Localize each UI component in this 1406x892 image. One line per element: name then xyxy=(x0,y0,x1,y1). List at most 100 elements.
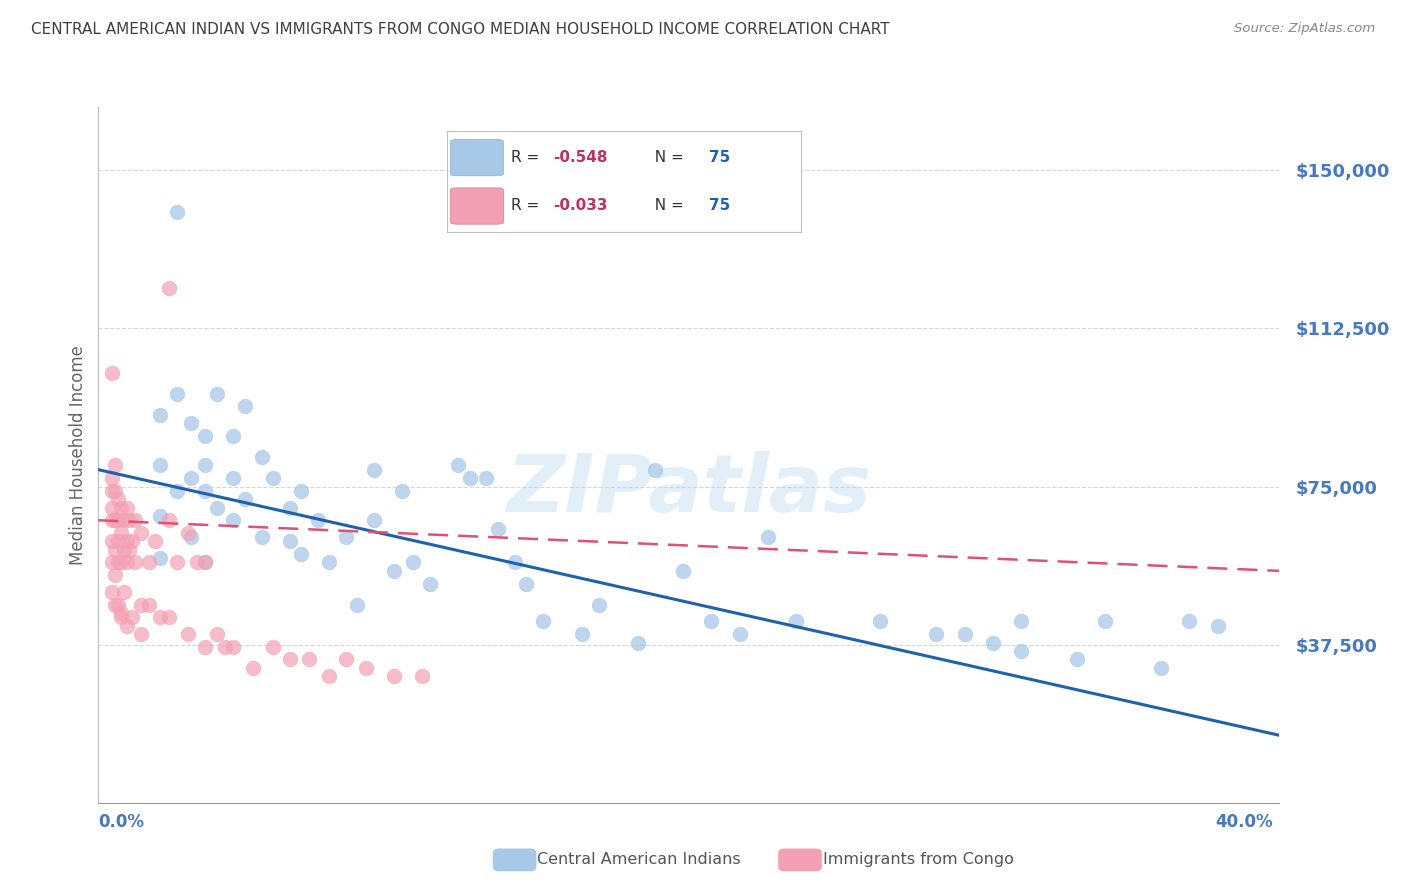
Point xyxy=(149,408,172,422)
Point xyxy=(115,534,138,549)
Point xyxy=(129,598,152,612)
Text: 0.0%: 0.0% xyxy=(98,814,145,831)
Point xyxy=(104,542,127,557)
Point xyxy=(194,429,217,443)
Point xyxy=(101,534,124,549)
Point xyxy=(250,530,273,544)
Point xyxy=(157,281,180,295)
Point xyxy=(115,618,138,632)
Point xyxy=(233,492,256,507)
Point xyxy=(110,500,132,515)
Point xyxy=(166,483,188,498)
Point xyxy=(1150,661,1173,675)
Point xyxy=(205,386,228,401)
Point xyxy=(515,576,537,591)
Point xyxy=(107,492,129,507)
Text: Immigrants from Congo: Immigrants from Congo xyxy=(823,853,1014,867)
Point xyxy=(138,598,160,612)
Point xyxy=(124,513,146,527)
Point xyxy=(101,366,124,380)
Point xyxy=(104,483,127,498)
Point xyxy=(115,500,138,515)
Point xyxy=(233,400,256,414)
Point xyxy=(110,606,132,620)
Point xyxy=(143,534,166,549)
Point xyxy=(149,458,172,473)
Point xyxy=(981,635,1004,649)
Point xyxy=(149,610,172,624)
Point xyxy=(180,471,202,485)
Point xyxy=(107,598,129,612)
Point xyxy=(925,627,948,641)
Point xyxy=(728,627,751,641)
Point xyxy=(110,556,132,570)
Point xyxy=(953,627,976,641)
Point xyxy=(214,640,236,654)
Point xyxy=(110,610,132,624)
Point xyxy=(262,640,284,654)
Point xyxy=(104,598,127,612)
Point xyxy=(180,417,202,431)
Point xyxy=(101,500,124,515)
Point xyxy=(121,534,143,549)
Point xyxy=(149,509,172,524)
Point xyxy=(1010,644,1032,658)
Text: CENTRAL AMERICAN INDIAN VS IMMIGRANTS FROM CONGO MEDIAN HOUSEHOLD INCOME CORRELA: CENTRAL AMERICAN INDIAN VS IMMIGRANTS FR… xyxy=(31,22,890,37)
Point xyxy=(157,513,180,527)
Point xyxy=(149,551,172,566)
Point xyxy=(571,627,593,641)
Point xyxy=(447,458,470,473)
Point xyxy=(194,640,217,654)
Point xyxy=(118,542,141,557)
Point xyxy=(186,556,208,570)
Point xyxy=(138,556,160,570)
Point xyxy=(363,463,385,477)
Point xyxy=(262,471,284,485)
Point xyxy=(475,471,498,485)
Point xyxy=(458,471,481,485)
Point xyxy=(419,576,441,591)
Point xyxy=(107,556,129,570)
Point xyxy=(335,652,357,666)
Point xyxy=(250,450,273,464)
Point xyxy=(104,568,127,582)
Text: ZIPatlas: ZIPatlas xyxy=(506,450,872,529)
Point xyxy=(222,513,245,527)
Point xyxy=(869,615,891,629)
Point xyxy=(129,525,152,540)
Y-axis label: Median Household Income: Median Household Income xyxy=(69,345,87,565)
Point xyxy=(205,627,228,641)
Point xyxy=(290,547,312,561)
Point xyxy=(354,661,377,675)
Point xyxy=(121,610,143,624)
Point xyxy=(318,669,340,683)
Point xyxy=(101,471,124,485)
Point xyxy=(194,556,217,570)
Point xyxy=(627,635,650,649)
Point xyxy=(194,556,217,570)
Point xyxy=(110,525,132,540)
Point xyxy=(242,661,264,675)
Point xyxy=(107,513,129,527)
Point xyxy=(222,640,245,654)
Point xyxy=(756,530,779,544)
Point xyxy=(166,556,188,570)
Point xyxy=(278,500,301,515)
Point xyxy=(503,556,526,570)
Point xyxy=(166,386,188,401)
Point xyxy=(644,463,666,477)
Point xyxy=(411,669,433,683)
Point xyxy=(1066,652,1088,666)
Point xyxy=(1178,615,1201,629)
Point xyxy=(124,556,146,570)
Text: Source: ZipAtlas.com: Source: ZipAtlas.com xyxy=(1234,22,1375,36)
Point xyxy=(346,598,368,612)
Point xyxy=(382,669,405,683)
Point xyxy=(318,556,340,570)
Point xyxy=(101,585,124,599)
Point xyxy=(382,564,405,578)
Point xyxy=(115,556,138,570)
Point xyxy=(335,530,357,544)
Point xyxy=(1010,615,1032,629)
Point xyxy=(222,471,245,485)
